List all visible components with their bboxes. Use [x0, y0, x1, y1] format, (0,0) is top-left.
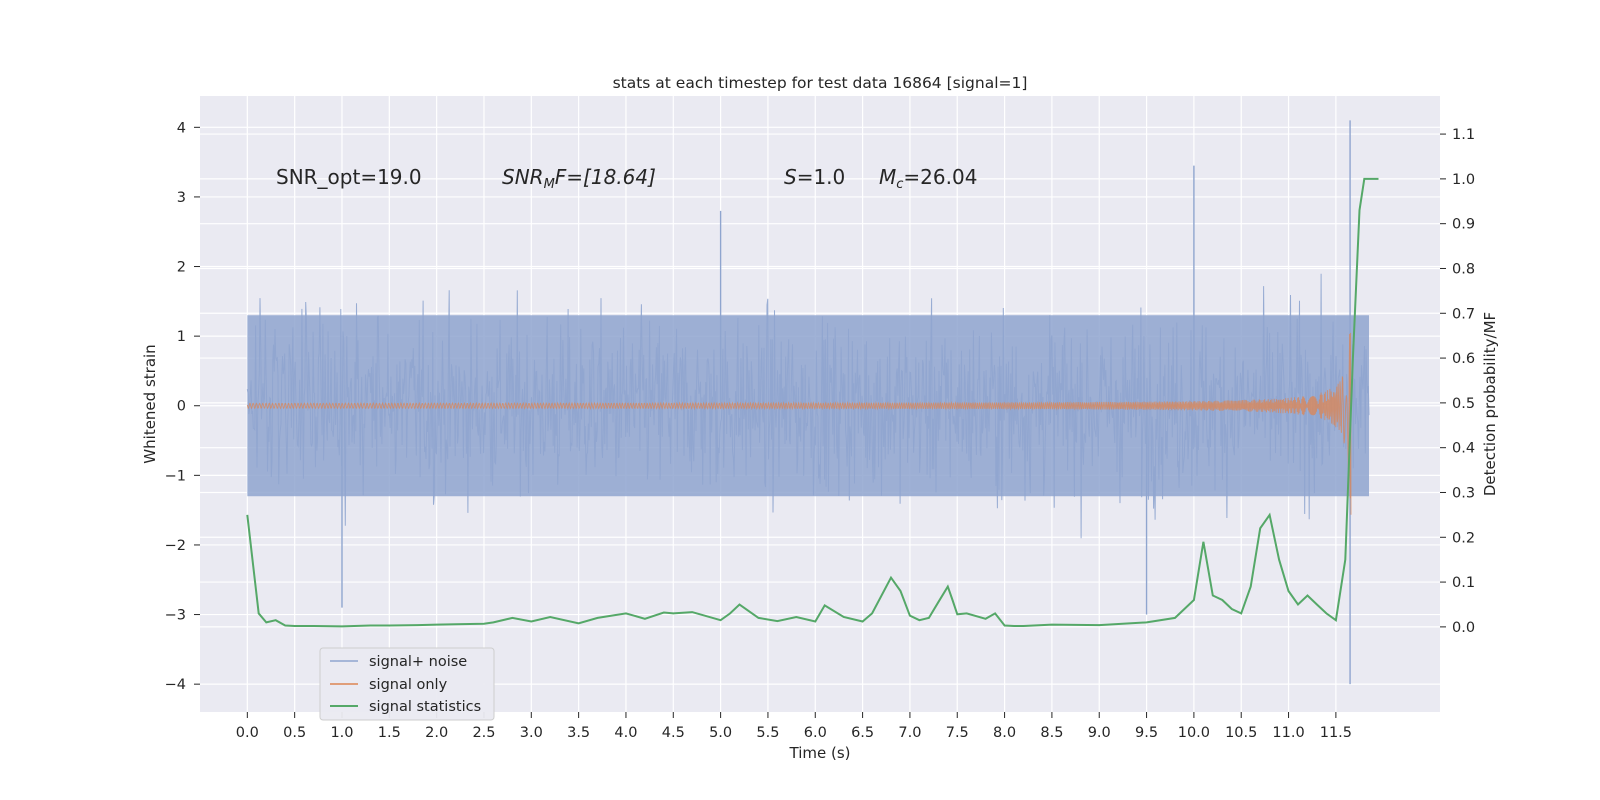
y-right-tick-label: 1.1 [1452, 127, 1475, 143]
x-tick-label: 4.0 [614, 725, 637, 741]
y-axis-left-label: Whitened strain [141, 344, 159, 463]
mc-value: =26.04 [903, 165, 977, 189]
y-right-tick-label: 0.9 [1452, 217, 1475, 233]
x-tick-label: 7.5 [946, 725, 969, 741]
y-right-tick-label: 0.1 [1452, 575, 1475, 591]
annotation-snr-opt: SNR_opt=19.0 [276, 165, 422, 189]
y-right-tick-label: 0.2 [1452, 530, 1475, 546]
x-tick-label: 7.0 [898, 725, 921, 741]
x-tick-label: 3.0 [520, 725, 543, 741]
legend: signal+ noise signal only signal statist… [319, 647, 495, 721]
y-right-tick-label: 0.3 [1452, 485, 1475, 501]
y-left-tick-label: −4 [165, 677, 186, 693]
x-tick-label: 4.5 [662, 725, 685, 741]
x-tick-label: 2.5 [472, 725, 495, 741]
y-axis-left: 4 3 2 1 0 −1 −2 −3 −4 [165, 120, 200, 693]
legend-label-noise: signal+ noise [369, 654, 467, 670]
x-tick-label: 9.5 [1135, 725, 1158, 741]
x-tick-label: 11.0 [1272, 725, 1304, 741]
snr-mf-value: F=[18.64] [555, 165, 656, 189]
s-symbol: S [784, 165, 797, 189]
y-right-tick-label: 0.6 [1452, 351, 1475, 367]
x-tick-label: 8.5 [1040, 725, 1063, 741]
annotation-mc: Mc=26.04 [879, 165, 977, 192]
x-tick-label: 0.5 [283, 725, 306, 741]
annotation-s: S=1.0 [784, 165, 845, 189]
y-left-tick-label: 2 [177, 260, 186, 276]
x-tick-label: 11.5 [1320, 725, 1352, 741]
x-tick-label: 1.0 [330, 725, 353, 741]
y-left-tick-label: −1 [165, 468, 186, 484]
legend-box [319, 647, 495, 721]
x-tick-label: 10.0 [1178, 725, 1210, 741]
y-axis-right: 1.1 1.0 0.9 0.8 0.7 0.6 0.5 0.4 0.3 0.2 0.1 0.0 [1440, 127, 1475, 636]
y-right-tick-label: 0.5 [1452, 396, 1475, 412]
annotation-snr-mf: SNRMF=[18.64] [502, 165, 656, 192]
x-axis-label: Time (s) [789, 744, 851, 762]
snr-mf-subscript: M [544, 177, 555, 192]
legend-label-signal: signal only [369, 677, 448, 693]
x-tick-label: 5.0 [709, 725, 732, 741]
y-right-tick-label: 0.4 [1452, 441, 1475, 457]
statistics-line [246, 177, 1379, 628]
x-tick-label: 10.5 [1225, 725, 1257, 741]
signal-trace [246, 332, 1352, 515]
y-left-tick-label: 3 [177, 190, 186, 206]
x-tick-label: 1.5 [378, 725, 401, 741]
x-tick-label: 2.0 [425, 725, 448, 741]
chart-title: stats at each timestep for test data 168… [613, 74, 1028, 92]
mc-subscript: c [896, 177, 903, 192]
x-tick-label: 3.5 [567, 725, 590, 741]
x-tick-label: 0.0 [236, 725, 259, 741]
s-value: =1.0 [797, 165, 846, 189]
snr-mf-symbol: SNR [502, 165, 544, 189]
y-right-tick-label: 1.0 [1452, 172, 1475, 188]
series-signal-statistics [246, 177, 1379, 628]
y-left-tick-label: 1 [177, 329, 186, 345]
y-left-tick-label: 4 [177, 120, 186, 136]
y-right-tick-label: 0.0 [1452, 620, 1475, 636]
y-left-tick-label: 0 [177, 399, 186, 415]
x-tick-label: 6.0 [804, 725, 827, 741]
x-tick-label: 5.5 [756, 725, 779, 741]
y-left-tick-label: −2 [165, 538, 186, 554]
x-axis: 0.0 0.5 1.0 1.5 2.0 2.5 3.0 3.5 4.0 4.5 5.0 5.5 6.0 6… [236, 712, 1352, 741]
y-right-tick-label: 0.7 [1452, 306, 1475, 322]
x-tick-label: 8.0 [993, 725, 1016, 741]
legend-label-statistics: signal statistics [369, 699, 481, 715]
y-axis-right-label: Detection probability/MF [1481, 312, 1499, 496]
x-tick-label: 9.0 [1088, 725, 1111, 741]
series-signal-only [246, 332, 1352, 515]
x-tick-label: 6.5 [851, 725, 874, 741]
y-right-tick-label: 0.8 [1452, 261, 1475, 277]
mc-symbol: M [879, 165, 896, 189]
y-left-tick-label: −3 [165, 608, 186, 624]
